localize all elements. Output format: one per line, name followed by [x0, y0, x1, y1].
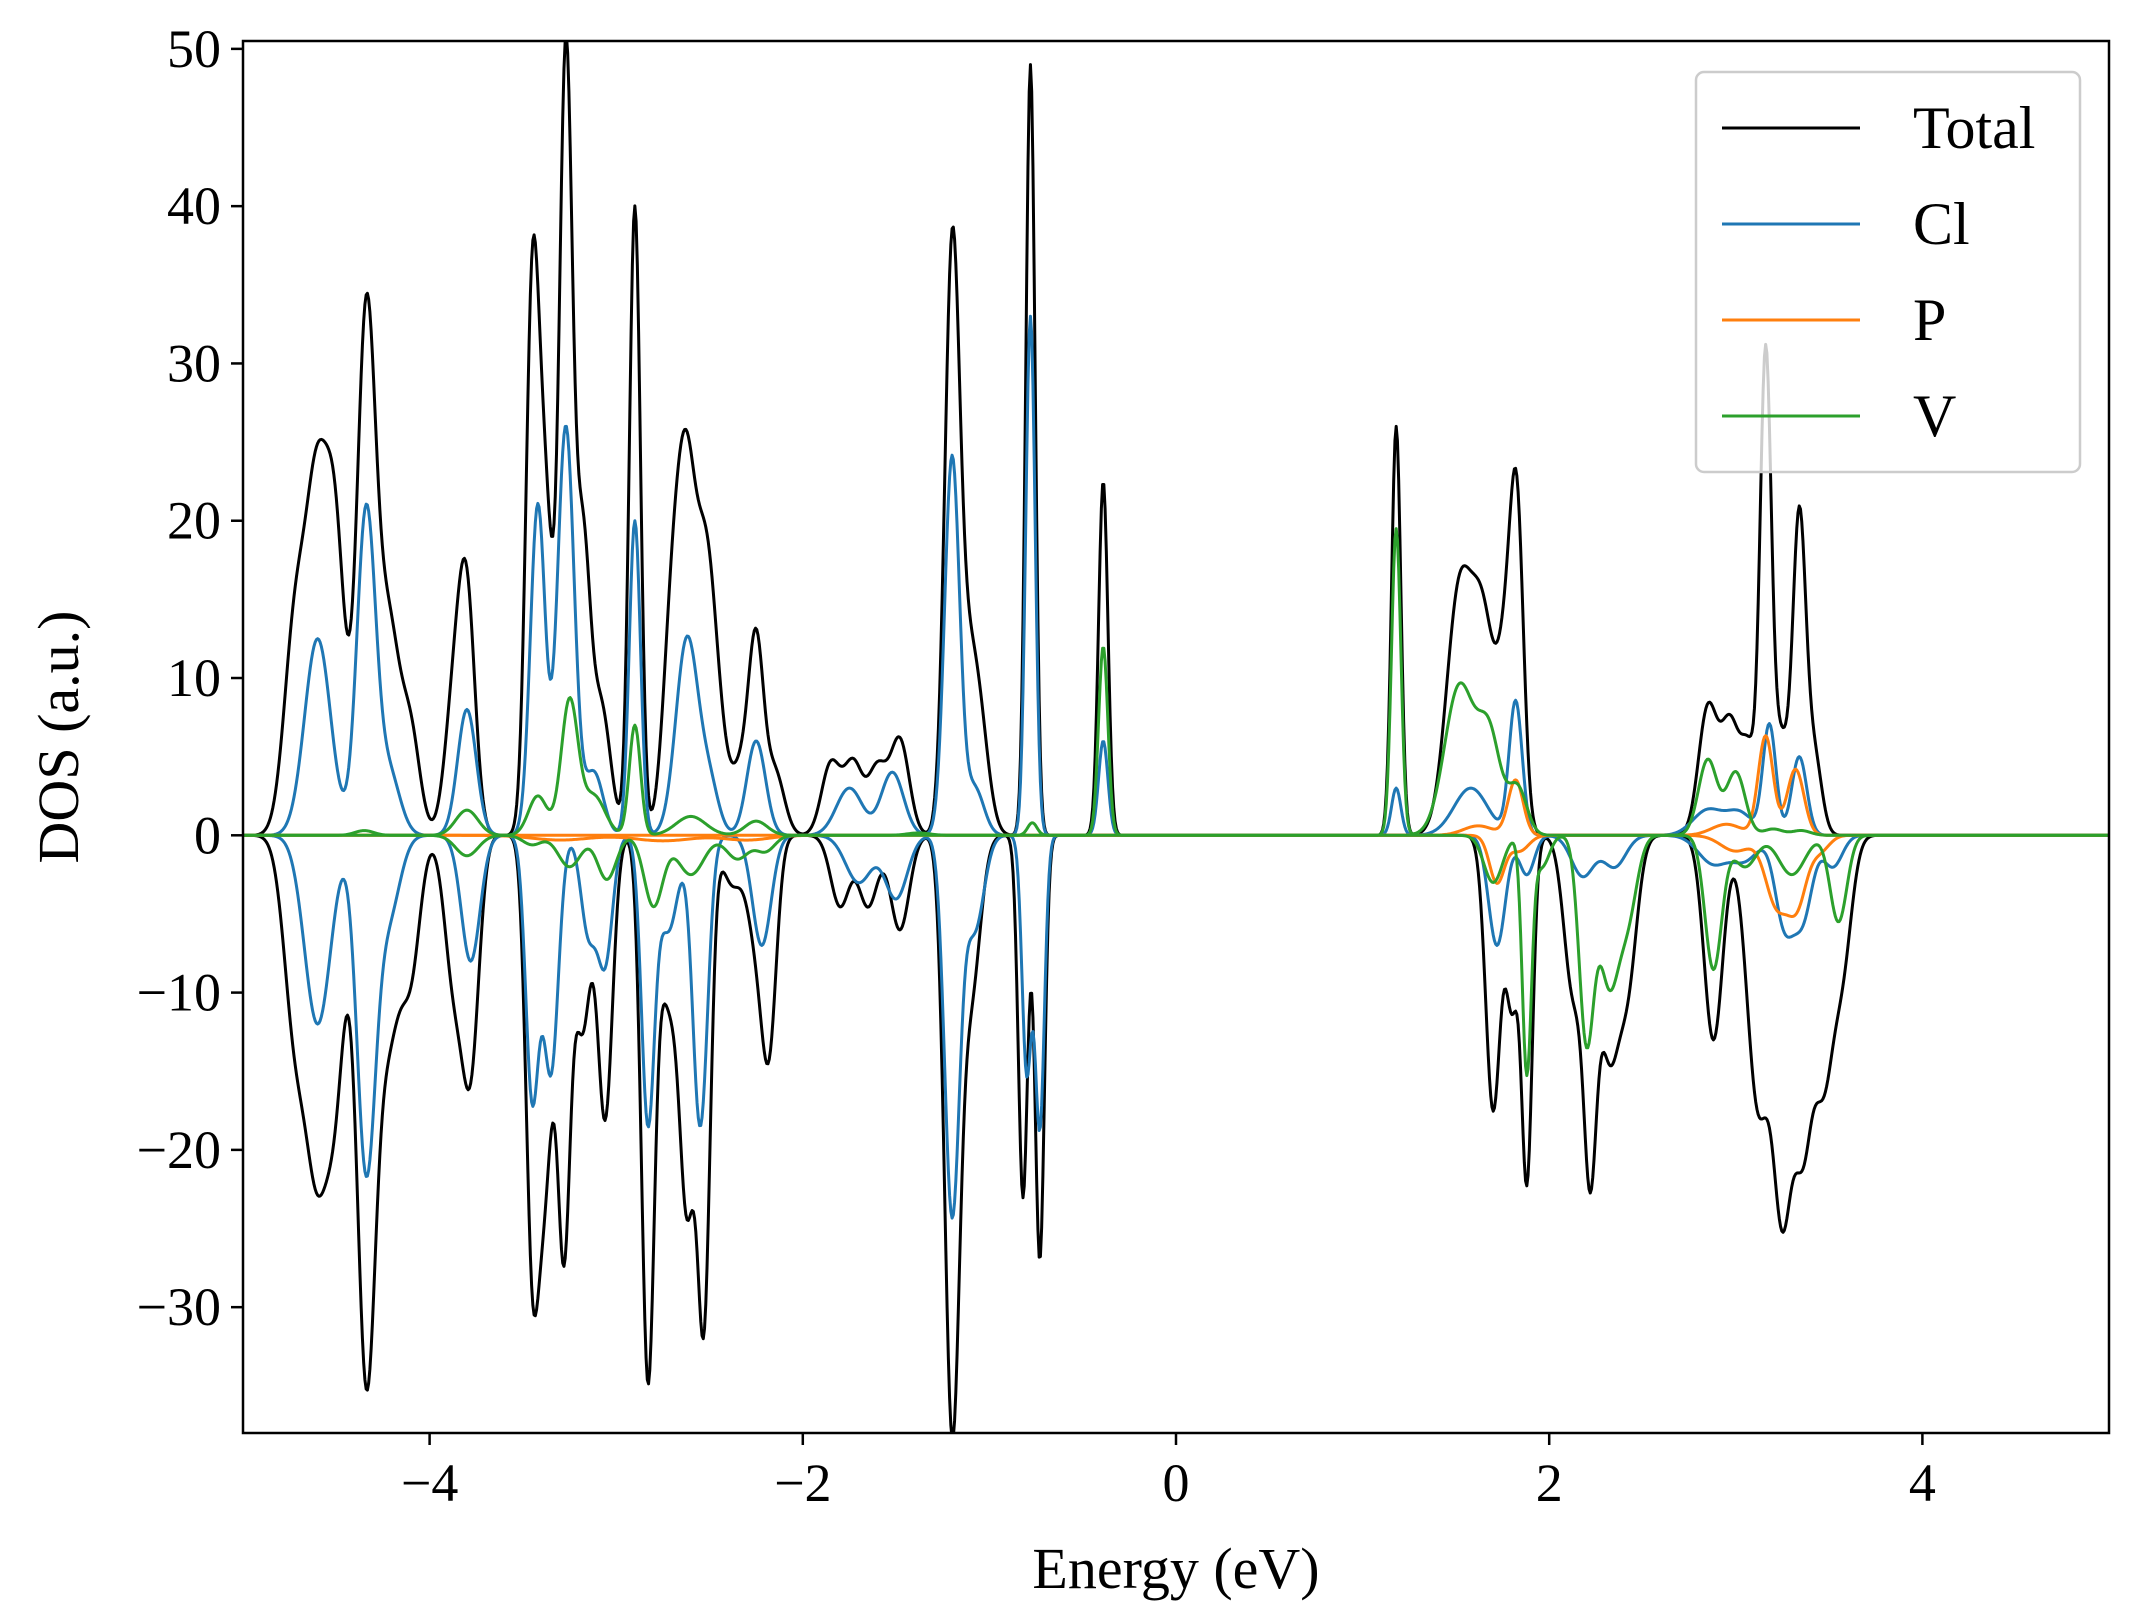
- y-axis-label: DOS (a.u.): [26, 611, 91, 864]
- plot-lines: [243, 41, 2109, 1433]
- x-tick-label: −4: [401, 1453, 458, 1513]
- y-tick-label: −30: [137, 1277, 221, 1337]
- x-tick-label: 2: [1536, 1453, 1563, 1513]
- y-tick-label: −10: [137, 963, 221, 1023]
- legend-label-p: P: [1913, 287, 1946, 353]
- series-line-v-up: [243, 527, 2109, 837]
- y-tick-label: 10: [167, 648, 221, 708]
- y-tick-label: 30: [167, 333, 221, 393]
- x-tick-label: 4: [1909, 1453, 1936, 1513]
- x-tick-label: 0: [1163, 1453, 1190, 1513]
- legend-box: [1694, 70, 2082, 474]
- y-tick-label: −20: [137, 1120, 221, 1180]
- legend-label-cl: Cl: [1913, 191, 1970, 257]
- legend-label-total: Total: [1913, 95, 2035, 161]
- y-axis: −30 −20 −10 0 10 20 30 40 50: [137, 19, 243, 1337]
- y-tick-label: 50: [167, 19, 221, 79]
- y-tick-label: 0: [194, 805, 221, 865]
- legend: Total Cl PV: [1694, 70, 2082, 474]
- legend-label-v: V: [1913, 383, 1956, 449]
- x-axis: −4 −2 0 2 4: [401, 1433, 1936, 1513]
- x-axis-label: Energy (eV): [1032, 1536, 1319, 1601]
- y-tick-label: 40: [167, 176, 221, 236]
- y-tick-label: 20: [167, 491, 221, 551]
- x-tick-label: −2: [774, 1453, 831, 1513]
